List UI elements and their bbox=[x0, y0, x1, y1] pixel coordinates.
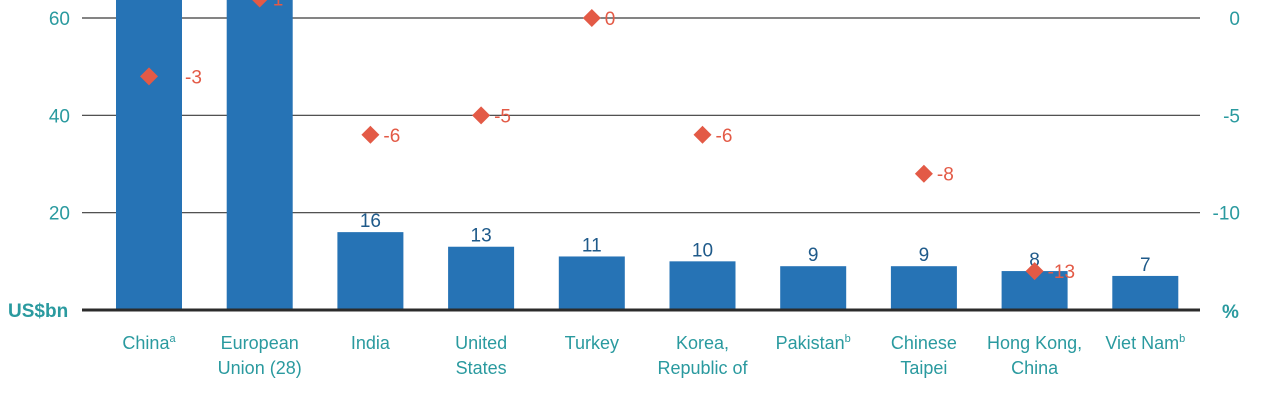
bar bbox=[337, 232, 404, 310]
bar-value-label: 7 bbox=[1140, 255, 1151, 276]
diamond-series: -3 1 -6 -5 0 -6 -8 -13 bbox=[140, 0, 1075, 283]
diamond-point bbox=[582, 9, 601, 27]
y-left-tick-label: 40 bbox=[49, 106, 70, 127]
category-labels: Chinaa European Union (28) India United State… bbox=[122, 333, 1185, 378]
bar-series bbox=[116, 0, 1179, 311]
bar-value-label: 8 bbox=[1029, 250, 1040, 271]
bar-value-label: 13 bbox=[471, 226, 492, 247]
bar bbox=[116, 0, 182, 310]
category-label: European Union (28) bbox=[218, 333, 302, 378]
bar bbox=[448, 246, 515, 310]
point-value-label: -3 bbox=[185, 67, 202, 88]
diamond-point bbox=[693, 125, 712, 144]
y-left-unit-label: US$bn bbox=[8, 301, 68, 322]
bar-value-label: 16 bbox=[360, 211, 381, 232]
point-value-label: -8 bbox=[937, 165, 954, 186]
bar bbox=[780, 266, 847, 310]
category-label: Chinaa bbox=[122, 333, 176, 353]
point-value-label: -13 bbox=[1048, 262, 1075, 283]
point-value-label: 1 bbox=[273, 0, 284, 11]
point-value-label: -6 bbox=[383, 126, 400, 147]
point-value-label: 0 bbox=[605, 9, 616, 30]
y-right-tick-label: -10 bbox=[1213, 204, 1240, 225]
bar-value-label: 9 bbox=[808, 245, 819, 266]
diamond-point bbox=[252, 0, 268, 8]
y-axis-left: 20 40 60 US$bn bbox=[8, 9, 70, 322]
y-axis-right: -10 -5 0% bbox=[1213, 9, 1240, 323]
diamond-point bbox=[140, 67, 158, 86]
point-value-label: -6 bbox=[716, 126, 733, 147]
point-value-label: -5 bbox=[494, 106, 511, 127]
diamond-point bbox=[914, 164, 933, 183]
bar bbox=[226, 0, 293, 311]
category-label: Pakistanb bbox=[776, 333, 851, 353]
category-label: Turkey bbox=[565, 333, 619, 353]
diamond-point bbox=[472, 106, 491, 125]
bar bbox=[890, 266, 957, 310]
bar bbox=[1112, 275, 1179, 310]
bar-value-labels: 16 13 11 10 9 9 8 7 bbox=[360, 211, 1151, 276]
category-label: Korea, Republic of bbox=[657, 333, 748, 378]
bar-value-label: 11 bbox=[582, 235, 602, 256]
diamond-point bbox=[361, 125, 380, 144]
category-label: India bbox=[351, 333, 391, 353]
bar-value-label: 10 bbox=[692, 240, 713, 261]
category-label: United States bbox=[455, 333, 507, 378]
y-left-tick-label: 60 bbox=[49, 9, 70, 30]
category-label: Chinese Taipei bbox=[891, 333, 957, 378]
diamond-point bbox=[1025, 262, 1044, 281]
y-right-tick-label: -5 bbox=[1223, 106, 1240, 127]
y-right-tick-label: 0 bbox=[1229, 9, 1240, 30]
category-label: Hong Kong, China bbox=[987, 333, 1082, 378]
bar-value-label: 9 bbox=[919, 245, 930, 266]
bar bbox=[669, 261, 736, 310]
y-right-unit-label: % bbox=[1222, 302, 1239, 323]
y-left-tick-label: 20 bbox=[49, 204, 70, 225]
bar bbox=[558, 256, 625, 310]
category-label: Viet Namb bbox=[1105, 333, 1185, 353]
